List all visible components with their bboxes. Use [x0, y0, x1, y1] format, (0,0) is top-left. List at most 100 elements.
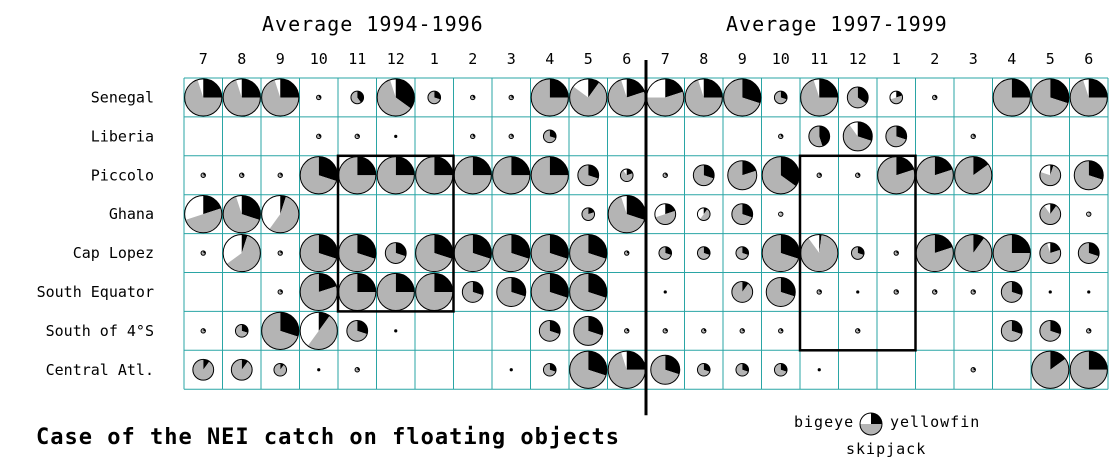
row-label: Cap Lopez	[73, 244, 154, 262]
pie-slice	[665, 173, 668, 176]
pie-slice	[1050, 78, 1069, 104]
pie-slice	[1011, 78, 1031, 98]
pie-slice	[916, 156, 954, 194]
pie-outline	[893, 250, 899, 256]
pie-slice	[223, 234, 242, 264]
pie-slice	[665, 328, 668, 332]
pie-outline	[800, 78, 839, 117]
pie-outline	[277, 172, 283, 178]
pie-outline	[735, 246, 750, 260]
pie-slice	[896, 289, 899, 293]
pie-slice	[971, 134, 976, 139]
pie-outline	[778, 133, 784, 140]
pie-slice	[395, 242, 407, 257]
pie-slice	[197, 78, 204, 98]
pie-slice	[274, 78, 281, 98]
pie-slice	[742, 160, 757, 176]
pie-slice	[462, 281, 483, 303]
pie-slice	[203, 195, 221, 215]
pie-slice	[650, 355, 680, 385]
pie-slice	[357, 156, 376, 176]
pie-slice	[203, 250, 206, 254]
pie-slice	[357, 320, 368, 335]
pie-slice	[280, 195, 286, 215]
pie-slice	[932, 95, 937, 100]
pie-outline	[234, 324, 249, 338]
pie-slice	[273, 363, 287, 377]
pie-slice	[390, 78, 396, 98]
pie-outline	[427, 90, 442, 105]
pie-outline	[696, 362, 711, 377]
pie-slice	[549, 156, 569, 176]
pie-slice	[731, 281, 753, 303]
pie-outline	[384, 242, 407, 264]
pie-slice	[346, 320, 368, 342]
legend-pie-slice	[860, 424, 882, 435]
pie-dot	[817, 368, 821, 372]
pie-slice	[624, 250, 629, 256]
pie-slice	[318, 234, 338, 259]
pie-slice	[693, 164, 714, 186]
pie-dot	[394, 134, 398, 138]
pie-outline	[261, 195, 300, 234]
pie-slice	[817, 289, 822, 295]
pie-outline	[1031, 78, 1070, 117]
pie-slice	[665, 203, 676, 215]
pie-slice	[511, 156, 530, 176]
legend-label-skipjack: skipjack	[846, 440, 927, 458]
pie-slice	[395, 156, 415, 176]
pie-slice	[877, 156, 915, 194]
pie-slice	[817, 173, 822, 178]
pie-outline	[277, 289, 283, 295]
pie-slice	[470, 134, 475, 139]
pie-slice	[1040, 164, 1051, 176]
pie-slice	[581, 207, 595, 221]
legend-pie-slice	[860, 413, 871, 424]
pie-slice	[470, 95, 475, 100]
pie-slice	[762, 234, 799, 272]
pie-slice	[849, 121, 858, 137]
pie-outline	[184, 78, 223, 117]
pie-slice	[427, 91, 441, 104]
pie-slice	[780, 156, 800, 187]
pie-slice	[1001, 320, 1022, 342]
pie-slice	[700, 209, 711, 221]
month-label: 9	[276, 50, 285, 68]
pie-outline	[277, 250, 283, 256]
pie-slice	[549, 78, 569, 98]
pie-slice	[588, 164, 599, 179]
pie-slice	[1083, 78, 1089, 98]
pie-slice	[766, 277, 795, 307]
pie-slice	[885, 125, 907, 147]
pie-slice	[300, 156, 337, 194]
pie-outline	[723, 78, 762, 117]
pie-slice	[415, 273, 453, 311]
pie-slice	[1044, 203, 1051, 215]
pie-outline	[222, 195, 261, 234]
pie-slice	[1088, 242, 1100, 257]
pie-slice	[626, 328, 629, 332]
pie-slice	[549, 363, 557, 372]
pie-slice	[685, 79, 723, 117]
month-label: 10	[772, 50, 790, 68]
pie-slice	[192, 359, 214, 381]
pie-slice	[300, 234, 337, 272]
pie-slice	[377, 79, 411, 117]
pie-slice	[377, 156, 415, 194]
pie-outline	[492, 156, 531, 195]
pie-slice	[573, 78, 589, 98]
pie-slice	[588, 351, 607, 376]
pie-outline	[662, 172, 668, 178]
pie-slice	[569, 82, 607, 117]
pie-slice	[819, 234, 822, 254]
pie-outline	[701, 328, 707, 334]
pie-slice	[261, 312, 298, 350]
pie-slice	[993, 234, 1031, 272]
month-label: 1	[430, 50, 439, 68]
pie-slice	[318, 273, 337, 292]
pie-outline	[889, 90, 904, 105]
pie-slice	[855, 328, 860, 334]
pie-slice	[201, 328, 206, 334]
pie-slice	[646, 91, 684, 117]
pie-slice	[742, 363, 749, 372]
